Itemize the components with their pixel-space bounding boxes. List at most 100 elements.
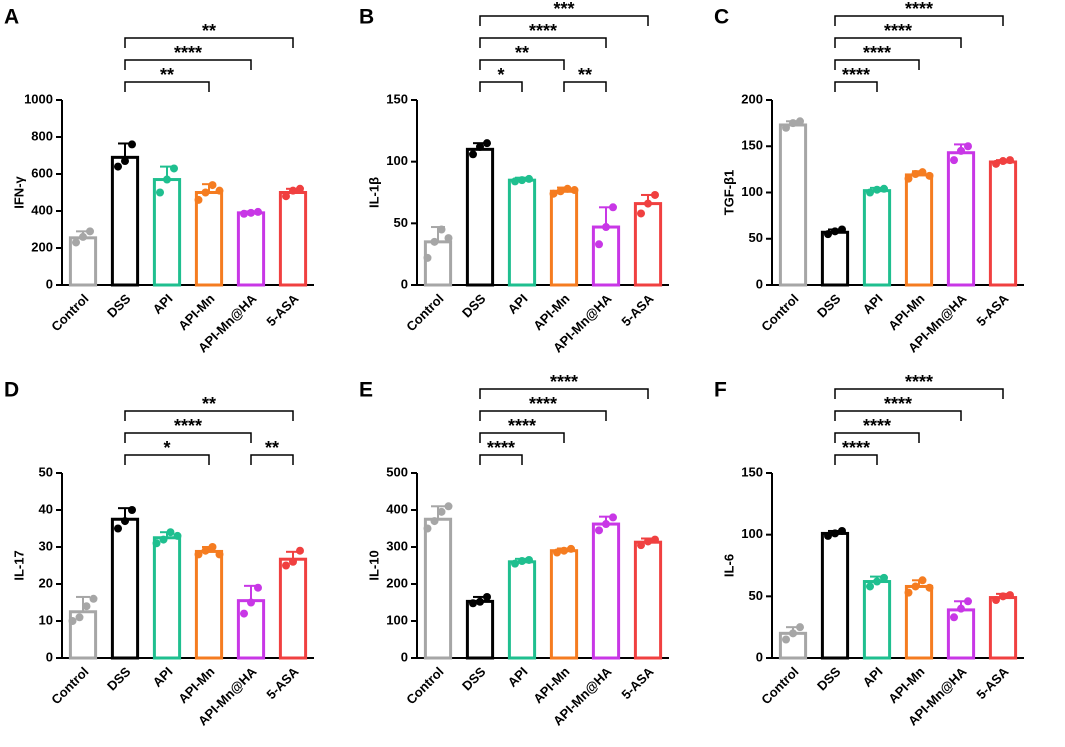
- bar: [904, 584, 934, 660]
- y-tick-label: 0: [46, 276, 53, 291]
- x-tick-label: API: [150, 664, 176, 690]
- significance-label: ****: [508, 416, 536, 436]
- significance-bracket: [834, 432, 920, 443]
- significance-label: ****: [550, 372, 578, 392]
- data-point: [240, 209, 248, 218]
- y-tick-label: 100: [741, 184, 763, 199]
- data-point: [1006, 156, 1014, 165]
- y-tick-label: 150: [386, 91, 408, 106]
- significance-label: ****: [842, 65, 870, 85]
- data-point: [925, 583, 934, 592]
- significance-bracket: [124, 410, 294, 421]
- bar: [465, 599, 495, 660]
- data-point: [296, 184, 304, 193]
- x-tick-label: API-Mn: [885, 664, 927, 706]
- x-tick-label: Control: [758, 291, 801, 334]
- significance-bracket: [124, 81, 210, 92]
- data-point: [567, 544, 575, 553]
- y-axis-label: IFN-γ: [11, 175, 26, 208]
- significance-label: *: [163, 438, 170, 458]
- data-point: [553, 548, 561, 557]
- data-point: [247, 208, 255, 217]
- data-point: [651, 190, 659, 199]
- data-point: [444, 502, 453, 511]
- data-point: [873, 185, 881, 194]
- significance-label: ***: [553, 0, 574, 19]
- x-tick-label: DSS: [104, 291, 134, 321]
- data-point: [789, 629, 797, 638]
- data-point: [476, 142, 484, 151]
- significance-label: ****: [842, 438, 870, 458]
- y-tick-label: 500: [386, 464, 408, 479]
- data-point: [444, 234, 453, 243]
- y-axis-label: IL-6: [721, 554, 736, 577]
- data-point: [68, 617, 77, 625]
- data-point: [911, 170, 920, 178]
- data-point: [89, 594, 98, 603]
- data-point: [121, 157, 129, 166]
- data-point: [563, 184, 572, 193]
- panel-label: A: [4, 6, 19, 29]
- data-point: [483, 592, 491, 601]
- x-tick-label: Control: [403, 291, 446, 334]
- x-tick-label: Control: [48, 291, 91, 334]
- significance-bracket: [479, 432, 565, 443]
- y-axis-label: IL-1β: [366, 177, 381, 208]
- data-point: [838, 225, 846, 234]
- data-point: [570, 186, 579, 195]
- data-point: [201, 188, 210, 197]
- bar: [110, 155, 140, 287]
- bar: [236, 599, 266, 660]
- data-point: [469, 150, 477, 159]
- data-point: [904, 174, 913, 183]
- data-point: [824, 531, 832, 540]
- data-point: [296, 546, 304, 555]
- data-point: [254, 583, 262, 592]
- data-point: [651, 535, 659, 544]
- significance-bracket: [834, 388, 1004, 399]
- y-tick-label: 20: [39, 575, 53, 590]
- data-point: [121, 517, 129, 526]
- bar: [278, 557, 308, 660]
- data-point: [289, 557, 297, 566]
- data-point: [469, 599, 477, 608]
- data-point: [525, 174, 533, 183]
- data-point: [208, 543, 217, 551]
- y-tick-label: 100: [386, 153, 408, 168]
- data-point: [518, 176, 526, 185]
- significance-bracket: [834, 81, 878, 92]
- data-point: [866, 188, 874, 197]
- bar: [507, 178, 537, 287]
- data-point: [637, 209, 645, 218]
- data-point: [152, 539, 161, 548]
- x-tick-label: API: [505, 664, 531, 690]
- data-point: [247, 598, 255, 607]
- bar: [423, 240, 453, 287]
- data-point: [782, 123, 790, 132]
- data-point: [215, 186, 224, 195]
- data-point: [644, 199, 652, 208]
- x-tick-label: API: [860, 664, 886, 690]
- data-point: [602, 223, 610, 232]
- y-tick-label: 150: [741, 464, 763, 479]
- significance-label: **: [578, 65, 592, 85]
- x-tick-label: DSS: [459, 664, 489, 694]
- y-tick-label: 50: [749, 588, 763, 603]
- y-tick-label: 600: [31, 165, 53, 180]
- data-point: [114, 162, 122, 171]
- data-point: [128, 140, 136, 149]
- data-point: [602, 520, 610, 529]
- significance-bracket: [124, 37, 294, 48]
- bar: [507, 560, 537, 660]
- data-point: [79, 232, 87, 241]
- significance-label: ****: [487, 438, 515, 458]
- data-point: [644, 537, 652, 546]
- data-point: [437, 225, 446, 234]
- significance-label: **: [202, 394, 216, 414]
- data-point: [831, 529, 839, 538]
- data-point: [173, 531, 182, 540]
- significance-label: **: [160, 65, 174, 85]
- bar: [465, 147, 495, 287]
- x-tick-label: API-Mn: [175, 664, 217, 706]
- significance-label: ****: [529, 21, 557, 41]
